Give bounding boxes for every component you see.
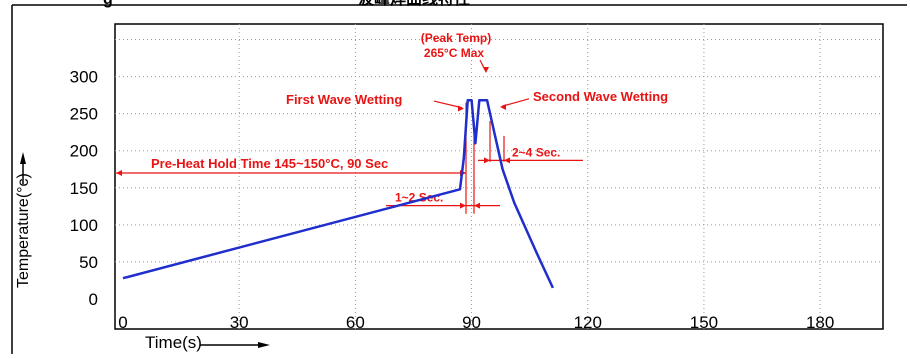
preheat-label: Pre-Heat Hold Time 145~150°C, 90 Sec	[151, 156, 388, 171]
y-tick-label: 100	[70, 216, 98, 235]
interval-2-4-arrow-b	[504, 157, 510, 164]
x-axis-arrowhead	[258, 342, 270, 348]
x-tick-label: 120	[574, 313, 602, 332]
preheat-arrow-left	[116, 169, 122, 176]
y-tick-label: 50	[79, 253, 98, 272]
y-tick-label: 300	[70, 68, 98, 87]
series-line	[122, 99, 555, 289]
plot-area	[114, 23, 884, 330]
tick-labels: 0 30 60 90 120 150 180 0 50 100 150 200 250 300	[70, 68, 835, 332]
x-tick-label: 150	[690, 313, 718, 332]
peak-max-label: 265°C Max	[424, 46, 484, 60]
x-tick-label: 180	[806, 313, 834, 332]
annotations: Pre-Heat Hold Time 145~150°C, 90 Sec 1~2 …	[115, 31, 668, 214]
second-wave-leader	[501, 98, 530, 107]
y-axis-label: Temperature(°c)	[15, 173, 32, 288]
title-fragment-right: 波峰焊曲线特性	[358, 0, 470, 8]
y-tick-label: 0	[89, 290, 98, 309]
second-wave-arrow	[500, 104, 506, 111]
y-axis-label-group: Temperature(°c)	[15, 152, 32, 288]
x-axis-label: Time(s)	[145, 333, 202, 352]
y-tick-label: 150	[70, 179, 98, 198]
chart-container: g 波峰焊曲线特性 0 30 60 90 120 150 180 0 50 100 150 200 25…	[8, 0, 908, 354]
peak-temp-label: (Peak Temp)	[421, 31, 491, 45]
first-wave-label: First Wave Wetting	[286, 92, 402, 107]
first-wave-arrow	[458, 105, 464, 112]
interval-2-4-label: 2~4 Sec.	[512, 145, 560, 159]
interval-1-2-label: 1~2 Sec.	[395, 191, 443, 205]
interval-2-4-arrow-a	[484, 157, 490, 164]
series-layer	[122, 99, 555, 289]
y-axis-arrowhead	[20, 152, 26, 164]
x-tick-label: 60	[346, 313, 365, 332]
x-tick-label: 0	[118, 313, 127, 332]
x-tick-label: 90	[462, 313, 481, 332]
x-tick-label: 30	[230, 313, 249, 332]
title-fragment-left: g	[103, 0, 113, 8]
x-axis-label-group: Time(s)	[145, 333, 270, 352]
peak-arrow	[483, 67, 489, 73]
y-tick-label: 200	[70, 142, 98, 161]
grid-lines	[115, 24, 883, 329]
y-tick-label: 250	[70, 105, 98, 124]
first-wave-leader	[433, 100, 463, 109]
reflow-profile-chart: g 波峰焊曲线特性 0 30 60 90 120 150 180 0 50 100 150 200 25…	[11, 0, 907, 354]
interval-1-2-arrow-b	[474, 202, 480, 209]
second-wave-label: Second Wave Wetting	[533, 89, 668, 104]
interval-1-2-arrow-a	[460, 202, 466, 209]
